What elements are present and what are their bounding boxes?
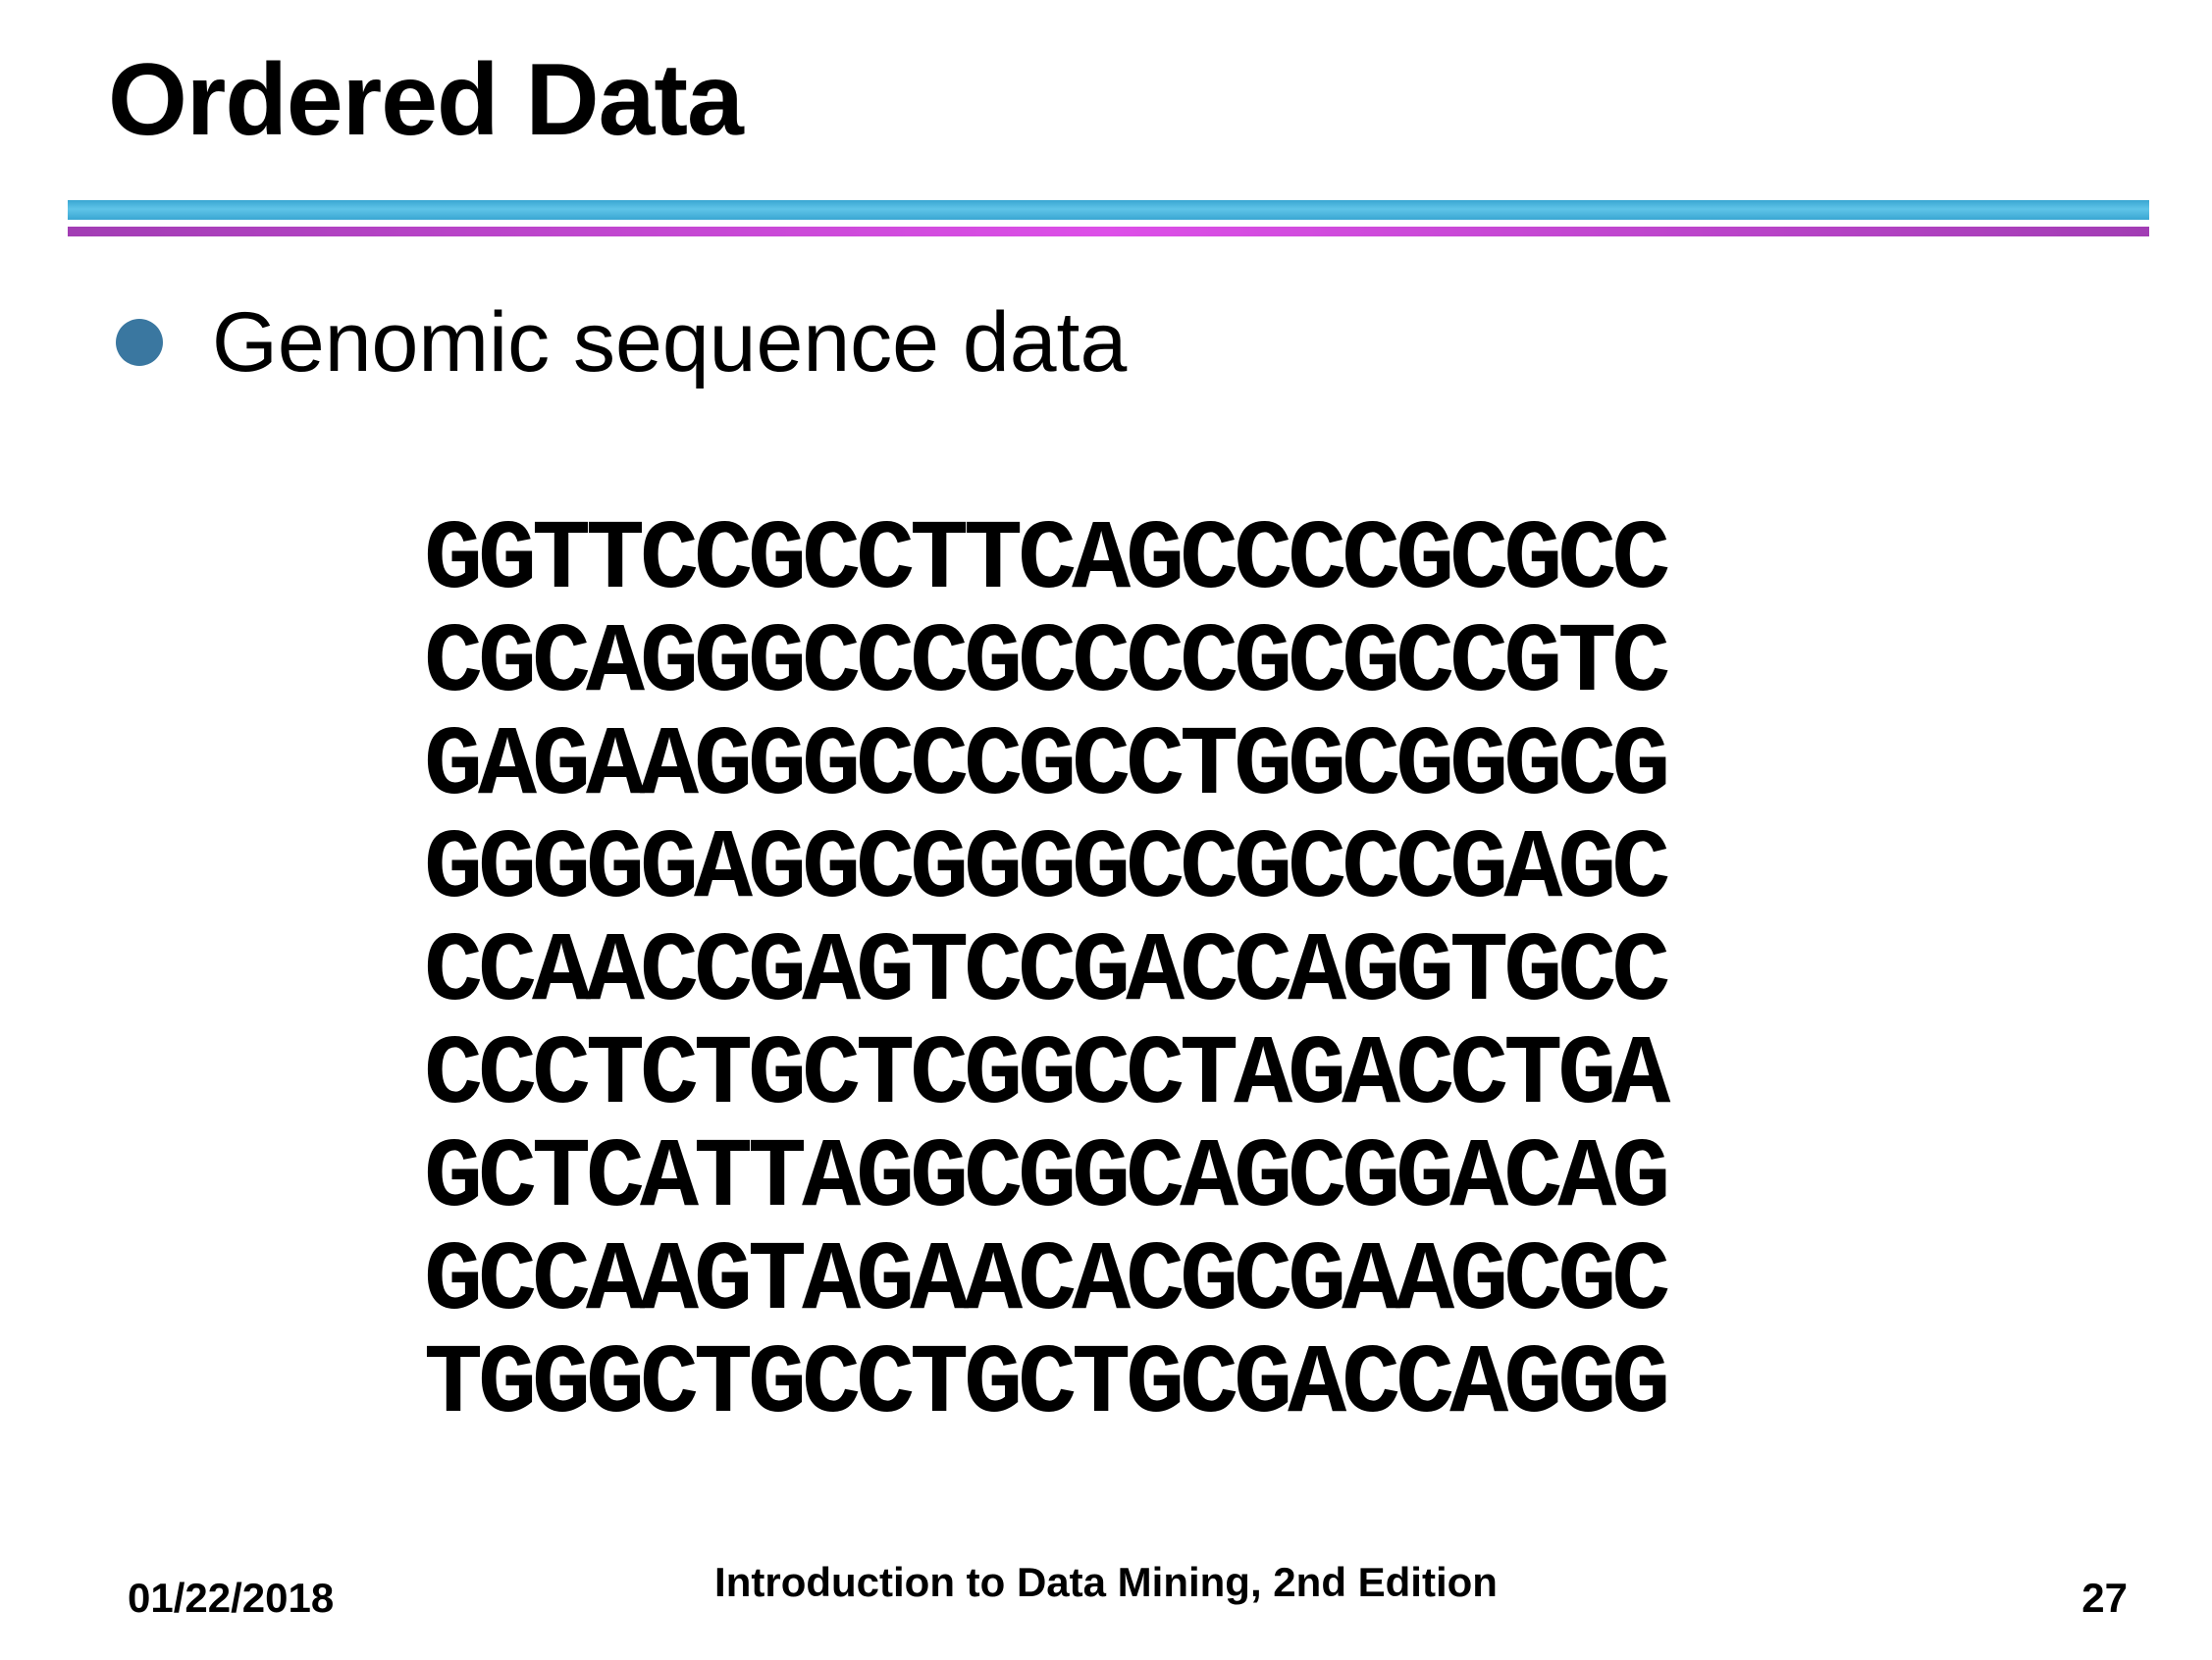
bullet-text: Genomic sequence data: [212, 295, 1128, 389]
sequence-line: GCTCATTAGGCGGCAGCGGACAG: [424, 1124, 1670, 1235]
sequence-line: GCCAAGTAGAACACGCGAAGCGC: [424, 1227, 1670, 1338]
sequence-line: CCCTCTGCTCGGCCTAGACCTGA: [424, 1021, 1670, 1132]
slide-title: Ordered Data: [108, 43, 744, 157]
bullet-dot-icon: [116, 319, 163, 366]
sequence-line: GGTTCCGCCTTCAGCCCCGCGCC: [424, 506, 1670, 617]
sequence-line: GGGGGAGGCGGGGCCGCCCGAGC: [424, 815, 1670, 926]
sequence-line: CGCAGGGCCCGCCCCGCGCCGTC: [424, 609, 1670, 720]
bullet-item: Genomic sequence data: [116, 288, 1127, 396]
page-number: 27: [2081, 1575, 2128, 1621]
sequence-line: GAGAAGGGCCCGCCTGGCGGGCG: [424, 712, 1670, 823]
sequence-list: GGTTCCGCCTTCAGCCCCGCGCC CGCAGGGCCCGCCCCG…: [424, 506, 1670, 1441]
sequence-line: TGGGCTGCCTGCTGCGACCAGGG: [424, 1330, 1670, 1441]
footer-book-title: Introduction to Data Mining, 2nd Edition: [714, 1559, 1498, 1605]
sequence-line: CCAACCGAGTCCGACCAGGTGCC: [424, 918, 1670, 1029]
title-divider-magenta: [68, 227, 2149, 236]
footer-date: 01/22/2018: [128, 1575, 335, 1621]
title-divider-blue: [68, 200, 2149, 220]
